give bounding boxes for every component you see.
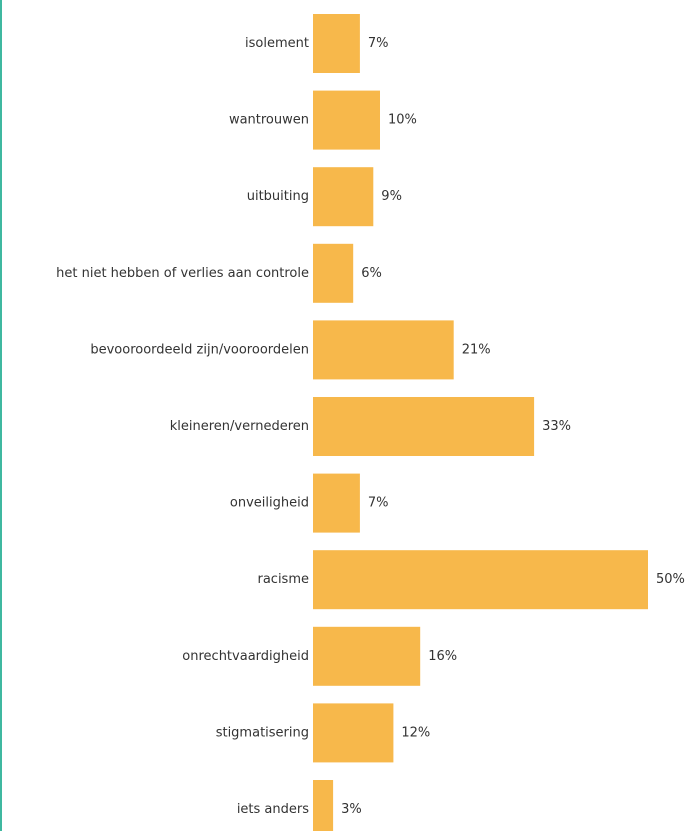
value-labels-layer: 7% 10% 9% 6% 21% 33% 7% 50% 16% 12% 3% [341,36,685,817]
category-label-3: het niet hebben of verlies aan controle [56,266,309,281]
category-label-6: onveiligheid [230,496,309,511]
category-label-7: racisme [257,572,309,587]
category-label-10: iets anders [237,802,309,817]
bar-5 [313,397,535,456]
category-label-2: uitbuiting [247,189,309,204]
bar-6 [313,473,360,533]
bar-3 [313,243,354,303]
value-label-10: 3% [341,802,362,817]
value-label-5: 33% [542,419,571,434]
value-label-4: 21% [462,342,491,357]
value-label-8: 16% [428,649,457,664]
bar-4 [313,320,454,380]
value-label-7: 50% [656,572,685,587]
frame-edge [0,0,2,831]
bar-8 [313,626,421,686]
value-label-0: 7% [368,36,389,51]
bar-1 [313,90,380,150]
bar-10 [313,780,334,831]
value-label-6: 7% [368,496,389,511]
category-label-1: wantrouwen [229,113,309,128]
bar-0 [313,14,360,73]
bar-7 [313,550,648,610]
value-label-2: 9% [381,189,402,204]
category-label-8: onrechtvaardigheid [182,649,309,664]
value-label-1: 10% [388,113,417,128]
value-label-9: 12% [401,725,430,740]
bar-9 [313,703,394,763]
bar-2 [313,167,374,227]
category-label-0: isolement [245,36,309,51]
category-label-4: bevooroordeeld zijn/vooroordelen [90,342,309,357]
category-labels-layer: isolement wantrouwen uitbuiting het niet he… [56,36,309,817]
value-label-3: 6% [361,266,382,281]
category-label-5: kleineren/vernederen [170,419,309,434]
category-label-9: stigmatisering [216,725,309,740]
bars-layer [313,14,648,831]
